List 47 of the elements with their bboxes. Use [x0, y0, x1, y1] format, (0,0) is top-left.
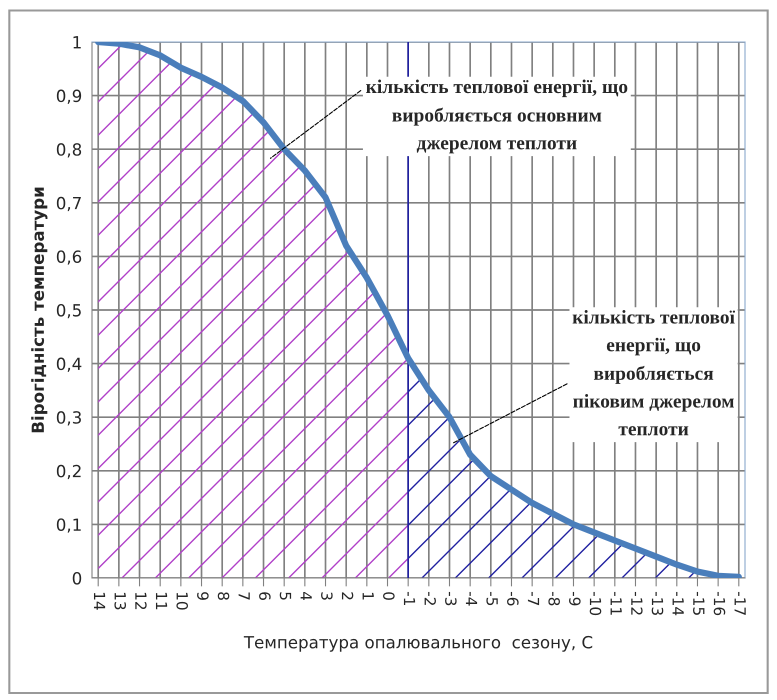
y-axis-title: Вірогідність температури: [31, 188, 48, 432]
y-tick-label: 0: [72, 572, 82, 585]
x-tick-label: -9: [569, 592, 581, 606]
x-tick-label: 1: [362, 592, 374, 600]
x-tick-label: 13: [114, 592, 126, 610]
x-tick-label: -8: [548, 592, 560, 606]
x-tick-label: -13: [652, 592, 664, 615]
x-axis-title: Температура опалювального сезону, С: [244, 636, 592, 652]
x-tick-label: 10: [176, 592, 188, 610]
x-tick-label: -7: [528, 592, 540, 606]
x-tick-label: 6: [259, 592, 271, 600]
y-tick-label: 1: [74, 36, 81, 48]
y-tick-label: 0,7: [56, 196, 81, 212]
annotation: кількість теплової енергії, що виробляється піковим джерелом теплоти: [572, 310, 736, 436]
x-tick-label: -1: [404, 592, 416, 606]
y-tick-label: 0,8: [56, 143, 82, 158]
x-tick-label: -14: [672, 592, 684, 616]
x-tick-label: -15: [693, 592, 704, 615]
x-tick-label: 9: [197, 592, 209, 600]
x-tick-label: -10: [590, 592, 602, 616]
x-tick-label: 8: [218, 592, 230, 600]
x-tick-label: 14: [94, 592, 106, 610]
x-tick-label: -4: [466, 592, 478, 606]
x-tick-label: -12: [631, 592, 643, 615]
x-tick-label: -6: [507, 592, 519, 606]
x-tick-label: -3: [445, 592, 457, 606]
x-tick-label: 3: [321, 592, 333, 600]
x-tick-label: 5: [280, 592, 292, 600]
y-tick-label: 0,4: [56, 358, 82, 372]
x-tick-label: 2: [342, 592, 354, 600]
x-tick-label: -16: [714, 592, 726, 616]
x-tick-label: 4: [300, 592, 312, 600]
x-tick-label: -2: [424, 592, 436, 605]
x-tick-label: 11: [156, 592, 168, 610]
x-tick-label: -5: [486, 592, 498, 606]
y-tick-label: 0,5: [56, 304, 81, 318]
y-tick-label: 0,2: [56, 464, 81, 480]
x-tick-label: -17: [734, 592, 746, 615]
x-tick-label: 7: [238, 592, 250, 600]
y-tick-label: 0,3: [56, 411, 81, 426]
y-tick-label: 0,1: [56, 518, 81, 533]
x-tick-label: -11: [610, 592, 622, 615]
annotation: кількість теплової енергії, що виробляється основним джерелом теплоти: [366, 80, 628, 154]
x-tick-label: 12: [135, 592, 147, 610]
x-tick-label: 0: [383, 592, 395, 600]
y-tick-label: 0,6: [56, 250, 82, 265]
y-tick-label: 0,9: [56, 90, 82, 104]
